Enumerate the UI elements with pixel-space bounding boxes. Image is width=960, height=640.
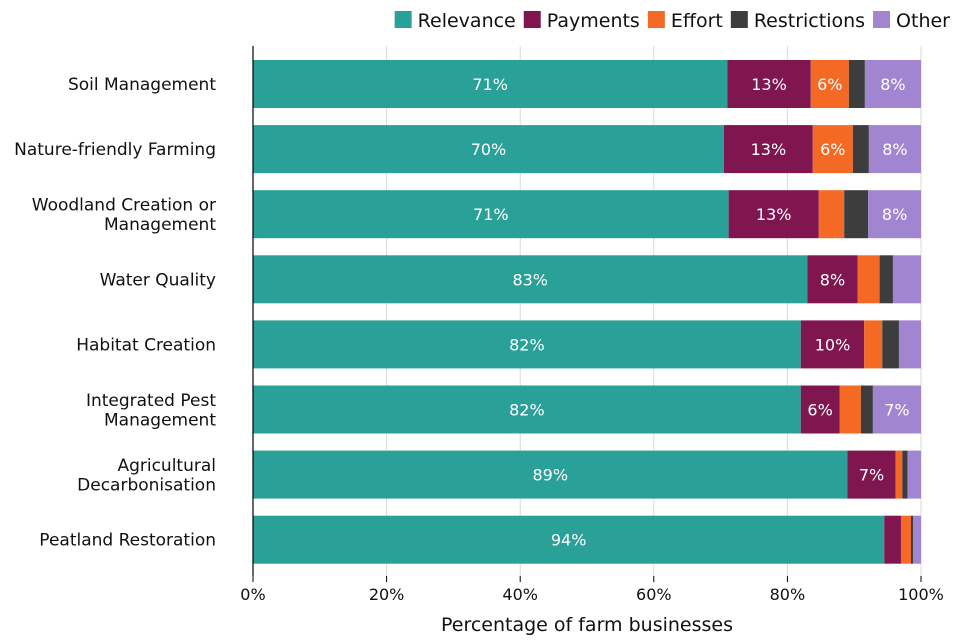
bar-payments-5 xyxy=(800,385,840,434)
legend-label-effort: Effort xyxy=(671,10,723,32)
data-label-other-5: 7% xyxy=(884,401,909,420)
bar-effort-4 xyxy=(864,320,883,369)
legend-label-payments: Payments xyxy=(547,10,640,32)
data-label-other-2: 8% xyxy=(882,205,907,224)
bar-other-0 xyxy=(864,60,921,108)
bar-other-7 xyxy=(912,515,921,564)
category-label-5-1: Management xyxy=(104,410,216,430)
data-label-relevance-5: 82% xyxy=(509,401,545,420)
bar-effort-0 xyxy=(810,60,849,108)
data-label-relevance-3: 83% xyxy=(512,270,548,289)
bar-relevance-5 xyxy=(253,385,801,434)
data-label-other-0: 8% xyxy=(880,75,905,94)
data-label-relevance-4: 82% xyxy=(509,335,545,354)
category-label-4-0: Habitat Creation xyxy=(76,335,216,355)
category-label-7-0: Peatland Restoration xyxy=(39,531,216,551)
x-axis-ticks: 0% 20% 40% 60% 80% 100% xyxy=(240,576,944,604)
x-tick-label-2: 40% xyxy=(502,585,538,604)
legend-swatch-relevance xyxy=(394,11,412,28)
legend-swatch-other xyxy=(873,11,891,28)
bar-restrictions-3 xyxy=(879,255,893,304)
bar-payments-6 xyxy=(847,450,896,499)
bar-effort-1 xyxy=(812,125,853,174)
bar-effort-2 xyxy=(818,190,845,239)
legend-item-effort: Effort xyxy=(647,10,723,32)
bar-payments-7 xyxy=(884,515,901,564)
legend-swatch-payments xyxy=(523,11,541,28)
data-label-relevance-7: 94% xyxy=(551,531,587,550)
data-label-other-1: 8% xyxy=(882,140,907,159)
data-label-payments-3: 8% xyxy=(820,270,845,289)
data-label-effort-1: 6% xyxy=(820,140,845,159)
bar-other-5 xyxy=(872,385,921,434)
legend-item-payments: Payments xyxy=(523,10,640,32)
bar-relevance-0 xyxy=(253,60,728,108)
bar-relevance-6 xyxy=(253,450,848,499)
bar-payments-3 xyxy=(807,255,858,304)
data-label-payments-4: 10% xyxy=(815,335,851,354)
data-label-effort-0: 6% xyxy=(817,75,842,94)
bar-relevance-4 xyxy=(253,320,801,369)
legend: Relevance Payments Effort Restrictions Other xyxy=(394,10,950,32)
bar-relevance-3 xyxy=(253,255,808,304)
bar-restrictions-2 xyxy=(844,190,869,239)
bar-other-1 xyxy=(868,125,921,174)
legend-item-restrictions: Restrictions xyxy=(730,10,865,32)
data-label-relevance-6: 89% xyxy=(532,466,568,485)
bar-restrictions-5 xyxy=(860,385,873,434)
bar-effort-6 xyxy=(895,450,903,499)
category-label-1-0: Nature-friendly Farming xyxy=(14,140,216,160)
bar-other-6 xyxy=(907,450,921,499)
legend-swatch-restrictions xyxy=(730,11,748,28)
category-labels: Soil Management Nature-friendly Farming Wo… xyxy=(14,75,216,551)
data-label-relevance-0: 71% xyxy=(472,75,508,94)
bar-restrictions-0 xyxy=(848,60,865,108)
data-label-payments-6: 7% xyxy=(859,466,884,485)
bar-relevance-7 xyxy=(253,515,885,564)
category-label-5-0: Integrated Pest xyxy=(86,391,216,411)
bars: 71% 13% 6% 8% 70% 13% 6% 8% 71% 13% 8% 83% 8% 82% 10% 8… xyxy=(253,60,921,564)
bar-relevance-1 xyxy=(253,125,724,174)
category-label-2-0: Woodland Creation or xyxy=(32,195,216,215)
data-label-payments-5: 6% xyxy=(807,401,832,420)
category-label-6-1: Decarbonisation xyxy=(77,475,216,495)
bar-other-3 xyxy=(892,255,921,304)
x-tick-label-4: 80% xyxy=(770,585,806,604)
x-tick-label-3: 60% xyxy=(636,585,672,604)
data-label-payments-2: 13% xyxy=(756,205,792,224)
bar-effort-3 xyxy=(857,255,880,304)
legend-item-other: Other xyxy=(873,10,950,32)
data-label-relevance-1: 70% xyxy=(471,140,507,159)
bar-restrictions-4 xyxy=(882,320,899,369)
bar-effort-5 xyxy=(839,385,861,434)
category-label-6-0: Agricultural xyxy=(117,456,216,476)
category-label-3-0: Water Quality xyxy=(100,270,216,290)
data-label-payments-1: 13% xyxy=(751,140,787,159)
bar-payments-0 xyxy=(727,60,811,108)
category-label-0-0: Soil Management xyxy=(68,75,216,95)
legend-item-relevance: Relevance xyxy=(394,10,516,32)
x-tick-label-1: 20% xyxy=(369,585,405,604)
bar-restrictions-1 xyxy=(852,125,869,174)
legend-label-relevance: Relevance xyxy=(418,10,516,32)
bar-relevance-2 xyxy=(253,190,729,239)
bar-other-2 xyxy=(868,190,921,239)
x-axis-title: Percentage of farm businesses xyxy=(441,614,733,636)
data-label-relevance-2: 71% xyxy=(473,205,509,224)
legend-swatch-effort xyxy=(647,11,665,28)
x-tick-label-5: 100% xyxy=(898,585,944,604)
bar-restrictions-6 xyxy=(902,450,908,499)
legend-label-other: Other xyxy=(896,10,950,32)
data-label-payments-0: 13% xyxy=(751,75,787,94)
bar-payments-1 xyxy=(723,125,813,174)
category-label-2-1: Management xyxy=(104,215,216,235)
legend-label-restrictions: Restrictions xyxy=(754,10,865,32)
bar-payments-2 xyxy=(728,190,819,239)
bar-restrictions-7 xyxy=(910,515,913,564)
bar-payments-4 xyxy=(800,320,865,369)
bar-other-4 xyxy=(898,320,921,369)
x-tick-label-0: 0% xyxy=(240,585,265,604)
bar-effort-7 xyxy=(900,515,911,564)
